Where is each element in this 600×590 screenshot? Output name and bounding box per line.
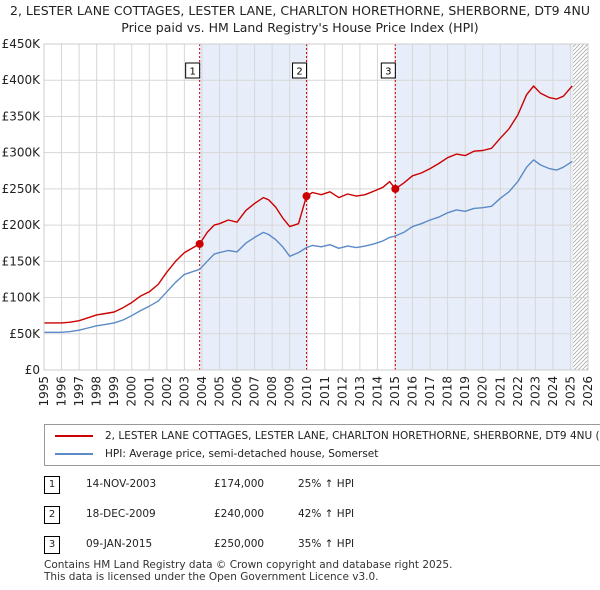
sale-marker-box: [185, 62, 201, 79]
x-tick-label: 2008: [265, 376, 279, 407]
sale-row-3: 3 09-JAN-2015 £250,000 35% ↑ HPI: [44, 535, 444, 555]
x-tick-label: 2020: [476, 376, 490, 407]
shaded-period: [199, 44, 307, 370]
footer-licence: This data is licensed under the Open Gov…: [44, 571, 379, 583]
sale-marker-label: 3: [385, 67, 391, 78]
sale-date: 14-NOV-2003: [86, 478, 157, 490]
x-tick-label: 2010: [300, 376, 314, 407]
x-tick-label: 2025: [563, 376, 577, 407]
x-tick-label: 2018: [441, 376, 455, 407]
x-tick-label: 2024: [546, 376, 560, 407]
x-tick-label: 1997: [72, 376, 86, 407]
y-tick-label: £250K: [2, 182, 42, 196]
legend-label-property: 2, LESTER LANE COTTAGES, LESTER LANE, CH…: [105, 430, 600, 442]
sale-hpi-diff: 35% ↑ HPI: [298, 538, 355, 550]
y-tick-label: £150K: [2, 254, 42, 268]
legend-label-hpi: HPI: Average price, semi-detached house,…: [105, 448, 379, 460]
x-tick-label: 2009: [283, 376, 297, 407]
footer-copyright: Contains HM Land Registry data © Crown c…: [44, 559, 453, 571]
x-tick-label: 2007: [248, 376, 262, 407]
x-tick-label: 1999: [107, 376, 121, 407]
y-tick-label: £350K: [2, 109, 42, 123]
sale-date: 18-DEC-2009: [86, 508, 156, 520]
x-tick-label: 2019: [458, 376, 472, 407]
sale-price: £250,000: [214, 538, 265, 550]
title-line-2: Price paid vs. HM Land Registry's House …: [121, 20, 479, 35]
sale-price: £240,000: [214, 508, 265, 520]
y-tick-label: £400K: [2, 73, 42, 87]
hatched-future-area: [573, 44, 588, 370]
x-tick-label: 2013: [353, 376, 367, 407]
x-tick-label: 2001: [142, 376, 156, 407]
x-tick-label: 1998: [90, 376, 104, 407]
legend-item-property: 2, LESTER LANE COTTAGES, LESTER LANE, CH…: [45, 427, 600, 445]
sale-point: [391, 184, 400, 193]
sale-marker-label: 1: [189, 67, 195, 78]
x-tick-label: 2012: [335, 376, 349, 407]
legend-swatch-blue: [55, 453, 93, 455]
x-tick-label: 2026: [581, 376, 595, 407]
x-tick-label: 2021: [493, 376, 507, 407]
sale-marker-box: [292, 62, 308, 79]
chart-title: 2, LESTER LANE COTTAGES, LESTER LANE, CH…: [0, 2, 600, 36]
sale-price: £174,000: [214, 478, 265, 490]
legend-swatch-red: [55, 435, 93, 437]
y-tick-label: £450K: [2, 37, 42, 51]
sale-hpi-diff: 25% ↑ HPI: [298, 478, 355, 490]
sale-point: [302, 192, 311, 201]
x-tick-label: 1995: [37, 376, 51, 407]
property-price-line: [44, 85, 573, 324]
price-chart: 1 2 3 £0 £50K £100K £150K £200K £250K £300K £350K…: [2, 37, 595, 407]
footer: Contains HM Land Registry data © Crown c…: [44, 559, 452, 583]
y-tick-label: £200K: [2, 218, 42, 232]
x-tick-label: 2002: [160, 376, 174, 407]
x-tick-label: 2006: [230, 376, 244, 407]
y-tick-label: £0: [25, 363, 40, 377]
legend: 2, LESTER LANE COTTAGES, LESTER LANE, CH…: [44, 424, 600, 466]
y-tick-label: £100K: [2, 291, 42, 305]
x-tick-label: 2003: [177, 376, 191, 407]
sale-number: 3: [44, 536, 60, 554]
legend-item-hpi: HPI: Average price, semi-detached house,…: [45, 445, 600, 463]
x-tick-label: 2016: [406, 376, 420, 407]
x-tick-label: 2005: [212, 376, 226, 407]
x-tick-label: 2023: [528, 376, 542, 407]
sale-row-1: 1 14-NOV-2003 £174,000 25% ↑ HPI: [44, 475, 444, 495]
y-tick-label: £300K: [2, 146, 42, 160]
x-tick-label: 1996: [55, 376, 69, 407]
sale-marker-label: 2: [296, 67, 302, 78]
x-tick-label: 2004: [195, 376, 209, 407]
sale-date: 09-JAN-2015: [86, 538, 153, 550]
x-tick-label: 2017: [423, 376, 437, 407]
title-line-1: 2, LESTER LANE COTTAGES, LESTER LANE, CH…: [10, 3, 590, 18]
plot-frame: [43, 43, 589, 371]
x-tick-label: 2014: [370, 376, 384, 407]
sale-marker-box: [380, 62, 396, 79]
x-tick-label: 2015: [388, 376, 402, 407]
x-tick-label: 2000: [125, 376, 139, 407]
sale-number: 2: [44, 506, 60, 524]
x-tick-label: 2022: [511, 376, 525, 407]
x-tick-label: 2011: [318, 376, 332, 407]
y-tick-label: £50K: [9, 327, 41, 341]
sale-hpi-diff: 42% ↑ HPI: [298, 508, 355, 520]
sale-number: 1: [44, 476, 60, 494]
sale-point: [195, 239, 204, 248]
sale-row-2: 2 18-DEC-2009 £240,000 42% ↑ HPI: [44, 505, 444, 525]
hpi-line: [44, 159, 573, 333]
